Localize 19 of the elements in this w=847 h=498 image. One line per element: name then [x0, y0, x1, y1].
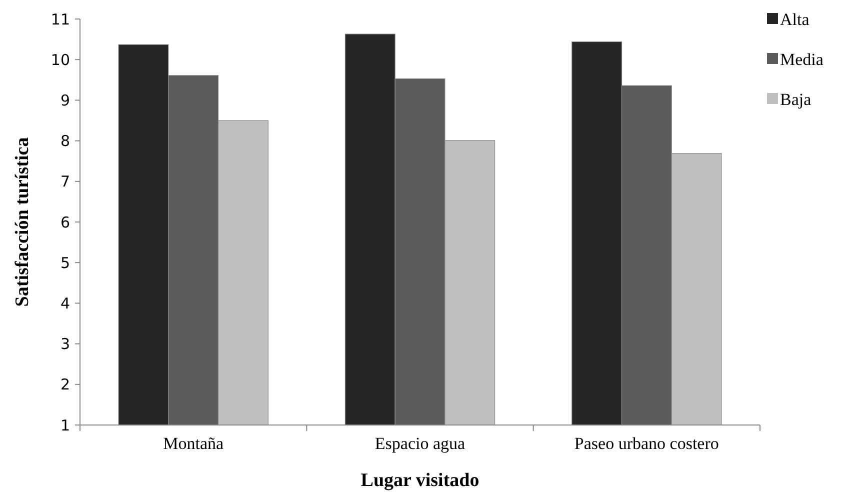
y-tick-label: 8	[60, 132, 70, 150]
y-tick-label: 3	[60, 335, 70, 354]
y-tick-label: 9	[60, 91, 70, 110]
x-axis-title: Lugar visitado	[360, 470, 480, 491]
y-tick-label: 10	[50, 50, 70, 69]
y-tick-label: 4	[60, 294, 70, 312]
legend-label: Baja	[780, 90, 812, 109]
x-tick-label: Montaña	[163, 434, 224, 453]
y-tick-label: 11	[50, 10, 70, 28]
y-tick-label: 7	[60, 172, 70, 191]
x-tick-label: Paseo urbano costero	[574, 434, 719, 453]
y-tick-label: 2	[60, 376, 70, 394]
x-tick-label: Espacio agua	[374, 434, 466, 453]
y-tick-label: 5	[60, 254, 70, 272]
y-tick-label: 6	[60, 213, 70, 232]
legend-label: Alta	[780, 10, 810, 29]
y-axis-title: Satisfacción turística	[12, 136, 33, 307]
legend-label: Media	[780, 50, 824, 69]
y-tick-label: 1	[60, 416, 70, 434]
